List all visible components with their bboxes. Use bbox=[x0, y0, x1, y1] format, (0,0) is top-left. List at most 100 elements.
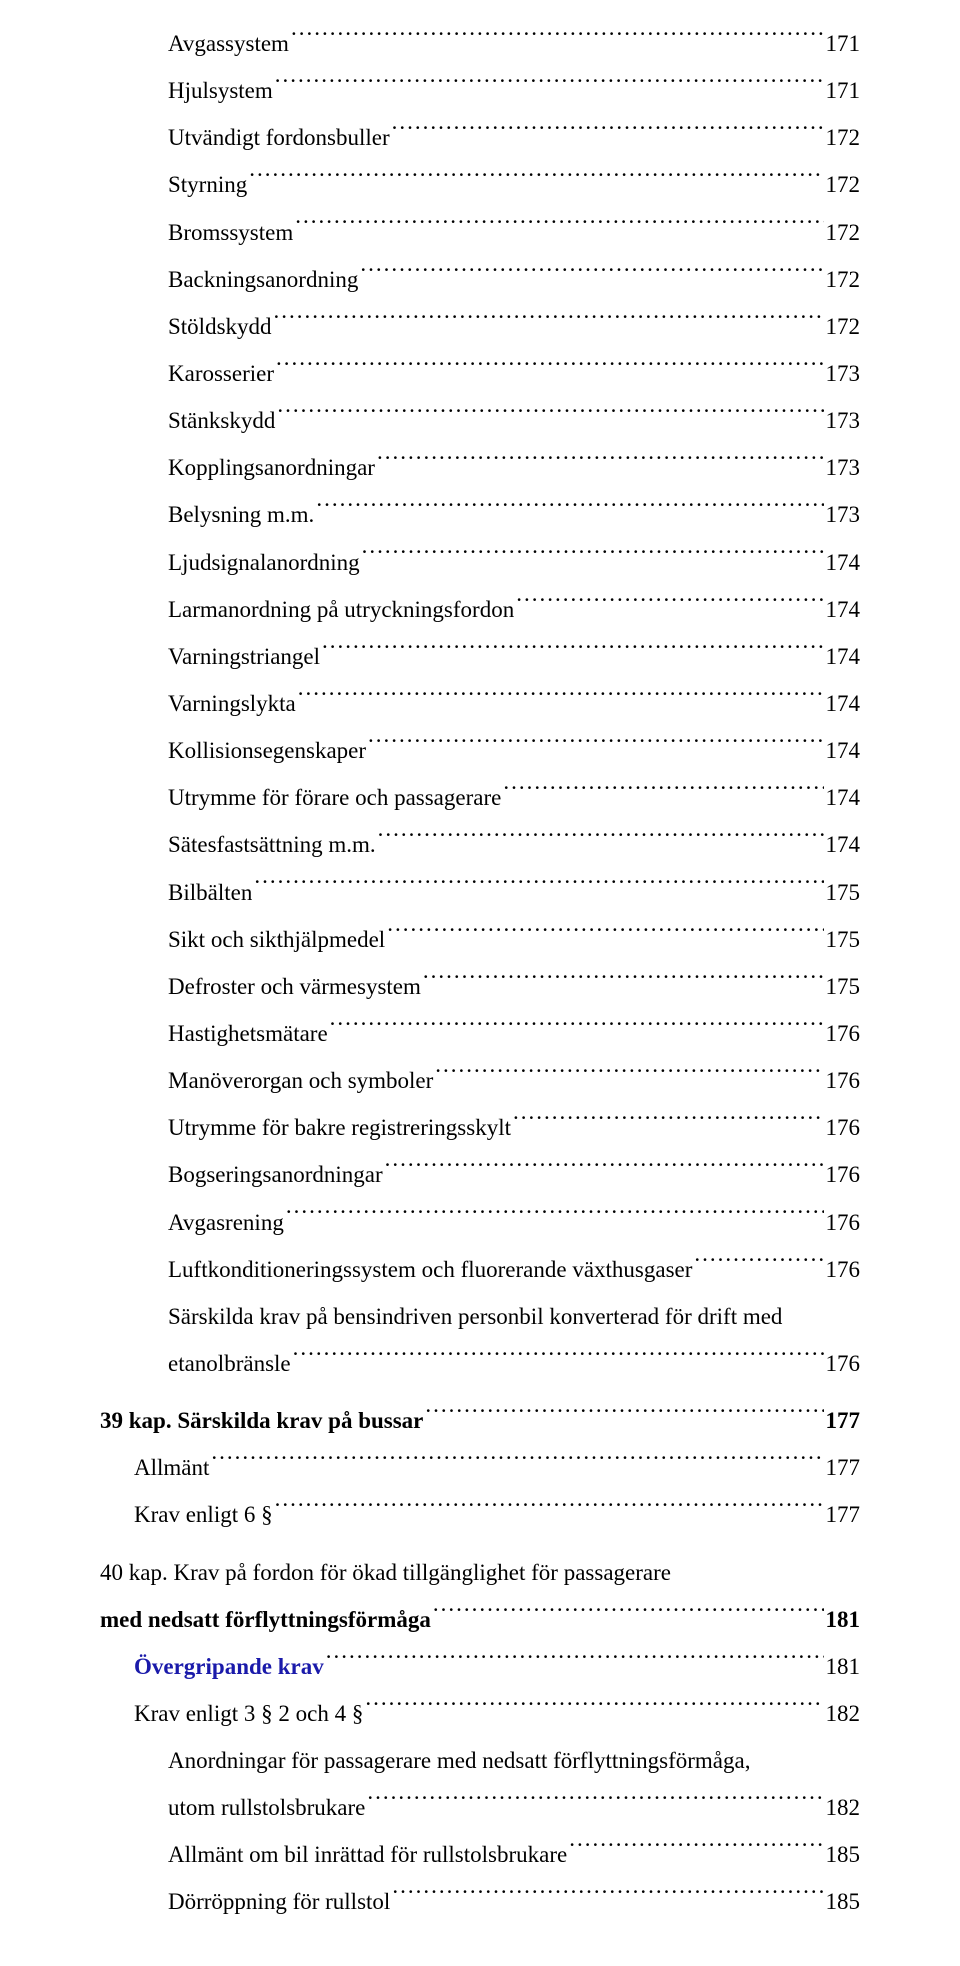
toc-entry-line2: etanolbränsle176 bbox=[168, 1340, 860, 1387]
toc-entry-label: Avgasrening bbox=[168, 1199, 284, 1246]
toc-entry: Anordningar för passagerare med nedsatt … bbox=[100, 1737, 860, 1831]
toc-entry-page: 175 bbox=[826, 869, 861, 916]
toc-entry-label: Ljudsignalanordning bbox=[168, 539, 360, 586]
toc-entry: Defroster och värmesystem175 bbox=[100, 963, 860, 1010]
toc-entry-label: Varningslykta bbox=[168, 680, 296, 727]
toc-leader-dots bbox=[423, 969, 824, 994]
toc-entry-label: Kopplingsanordningar bbox=[168, 444, 375, 491]
toc-leader-dots bbox=[295, 214, 823, 239]
toc-entry: Manöverorgan och symboler176 bbox=[100, 1057, 860, 1104]
toc-entry: Krav enligt 3 § 2 och 4 §182 bbox=[100, 1690, 860, 1737]
toc-entry: Hjulsystem171 bbox=[100, 67, 860, 114]
toc-entry: Belysning m.m. 173 bbox=[100, 491, 860, 538]
toc-leader-dots bbox=[569, 1837, 823, 1862]
toc-entry: Varningstriangel 174 bbox=[100, 633, 860, 680]
toc-entry-page: 176 bbox=[826, 1151, 861, 1198]
toc-entry-page: 173 bbox=[826, 397, 861, 444]
toc-entry-label: Dörröppning för rullstol bbox=[168, 1878, 390, 1925]
toc-leader-dots bbox=[211, 1450, 823, 1475]
toc-entry: Utrymme för förare och passagerare174 bbox=[100, 774, 860, 821]
toc-entry-label: Luftkonditioneringssystem och fluorerand… bbox=[168, 1246, 692, 1293]
toc-leader-dots bbox=[694, 1251, 823, 1276]
toc-leader-dots bbox=[360, 261, 823, 286]
toc-leader-dots bbox=[516, 591, 823, 616]
toc-entry: Ljudsignalanordning174 bbox=[100, 539, 860, 586]
toc-entry-label: Backningsanordning bbox=[168, 256, 358, 303]
toc-entry-page: 185 bbox=[826, 1831, 861, 1878]
toc-entry-page: 172 bbox=[826, 209, 861, 256]
toc-entry-page: 172 bbox=[826, 114, 861, 161]
toc-entry-page: 175 bbox=[826, 916, 861, 963]
toc-entry-page: 174 bbox=[826, 727, 861, 774]
toc-leader-dots bbox=[316, 497, 823, 522]
toc-entry: Stöldskydd172 bbox=[100, 303, 860, 350]
toc-entry-label: Allmänt bbox=[134, 1444, 209, 1491]
toc-entry: Allmänt 177 bbox=[100, 1444, 860, 1491]
toc-entry-page: 172 bbox=[826, 256, 861, 303]
toc-entry-label: 39 kap. Särskilda krav på bussar bbox=[100, 1397, 423, 1444]
toc-leader-dots bbox=[503, 780, 823, 805]
toc-entry: Kollisionsegenskaper 174 bbox=[100, 727, 860, 774]
toc-entry-line2: utom rullstolsbrukare 182 bbox=[168, 1784, 860, 1831]
toc-entry-page: 172 bbox=[826, 161, 861, 208]
toc-entry-label: Sätesfastsättning m.m. bbox=[168, 821, 376, 868]
toc-entry: 39 kap. Särskilda krav på bussar177 bbox=[100, 1397, 860, 1444]
toc-entry: Sätesfastsättning m.m. 174 bbox=[100, 821, 860, 868]
toc-leader-dots bbox=[387, 921, 823, 946]
toc-entry: Krav enligt 6 §177 bbox=[100, 1491, 860, 1538]
toc-entry: Allmänt om bil inrättad för rullstolsbru… bbox=[100, 1831, 860, 1878]
toc-entry-label: Avgassystem bbox=[168, 20, 289, 67]
toc-leader-dots bbox=[435, 1063, 823, 1088]
toc-entry-label: Utrymme för bakre registreringsskylt bbox=[168, 1104, 511, 1151]
toc-entry-label: Kollisionsegenskaper bbox=[168, 727, 366, 774]
toc-entry-page: 174 bbox=[826, 821, 861, 868]
toc-leader-dots bbox=[362, 544, 824, 569]
toc-entry-label: etanolbränsle bbox=[168, 1340, 291, 1387]
toc-entry-label: Belysning m.m. bbox=[168, 491, 314, 538]
toc-entry-label: med nedsatt förflyttningsförmåga bbox=[100, 1596, 431, 1643]
toc-leader-dots bbox=[378, 827, 824, 852]
toc-entry: Utvändigt fordonsbuller172 bbox=[100, 114, 860, 161]
toc-entry: Luftkonditioneringssystem och fluorerand… bbox=[100, 1246, 860, 1293]
toc-entry-page: 176 bbox=[826, 1104, 861, 1151]
toc-leader-dots bbox=[326, 1648, 824, 1673]
toc-entry-label: Bogseringsanordningar bbox=[168, 1151, 383, 1198]
toc-entry-label: Karosserier bbox=[168, 350, 274, 397]
toc-entry: Övergripande krav181 bbox=[100, 1643, 860, 1690]
toc-entry: Bilbälten175 bbox=[100, 869, 860, 916]
toc-leader-dots bbox=[330, 1016, 824, 1041]
toc-entry-label: Varningstriangel bbox=[168, 633, 320, 680]
toc-entry-label: Sikt och sikthjälpmedel bbox=[168, 916, 385, 963]
toc-leader-dots bbox=[277, 403, 823, 428]
document-page: Avgassystem171Hjulsystem171Utvändigt for… bbox=[0, 0, 960, 1966]
toc-entry: Kopplingsanordningar173 bbox=[100, 444, 860, 491]
toc-entry-label: Hastighetsmätare bbox=[168, 1010, 328, 1057]
toc-leader-dots bbox=[368, 733, 823, 758]
toc-entry: Avgassystem171 bbox=[100, 20, 860, 67]
toc-entry-label: utom rullstolsbrukare bbox=[168, 1784, 365, 1831]
toc-entry-page: 174 bbox=[826, 633, 861, 680]
toc-entry-page: 177 bbox=[826, 1444, 861, 1491]
toc-leader-dots bbox=[392, 1884, 823, 1909]
toc-entry: 40 kap. Krav på fordon för ökad tillgäng… bbox=[100, 1549, 860, 1643]
toc-entry-page: 181 bbox=[826, 1643, 861, 1690]
toc-entry-label: Stöldskydd bbox=[168, 303, 272, 350]
toc-leader-dots bbox=[274, 309, 824, 334]
toc-entry-label: Krav enligt 6 § bbox=[134, 1491, 273, 1538]
toc-entry-page: 182 bbox=[826, 1784, 861, 1831]
toc-entry-page: 173 bbox=[826, 491, 861, 538]
toc-entry: Avgasrening176 bbox=[100, 1199, 860, 1246]
toc-entry-label: Anordningar för passagerare med nedsatt … bbox=[168, 1737, 860, 1784]
toc-entry-page: 175 bbox=[826, 963, 861, 1010]
toc-leader-dots bbox=[254, 874, 823, 899]
toc-entry-page: 173 bbox=[826, 350, 861, 397]
toc-entry-label: Bromssystem bbox=[168, 209, 293, 256]
toc-entry-label: Larmanordning på utryckningsfordon bbox=[168, 586, 514, 633]
toc-leader-dots bbox=[275, 73, 824, 98]
toc-leader-dots bbox=[249, 167, 823, 192]
toc-entry: Larmanordning på utryckningsfordon174 bbox=[100, 586, 860, 633]
toc-entry: Dörröppning för rullstol185 bbox=[100, 1878, 860, 1925]
toc-entry: Karosserier 173 bbox=[100, 350, 860, 397]
table-of-contents: Avgassystem171Hjulsystem171Utvändigt for… bbox=[100, 20, 860, 1926]
toc-leader-dots bbox=[293, 1346, 824, 1371]
